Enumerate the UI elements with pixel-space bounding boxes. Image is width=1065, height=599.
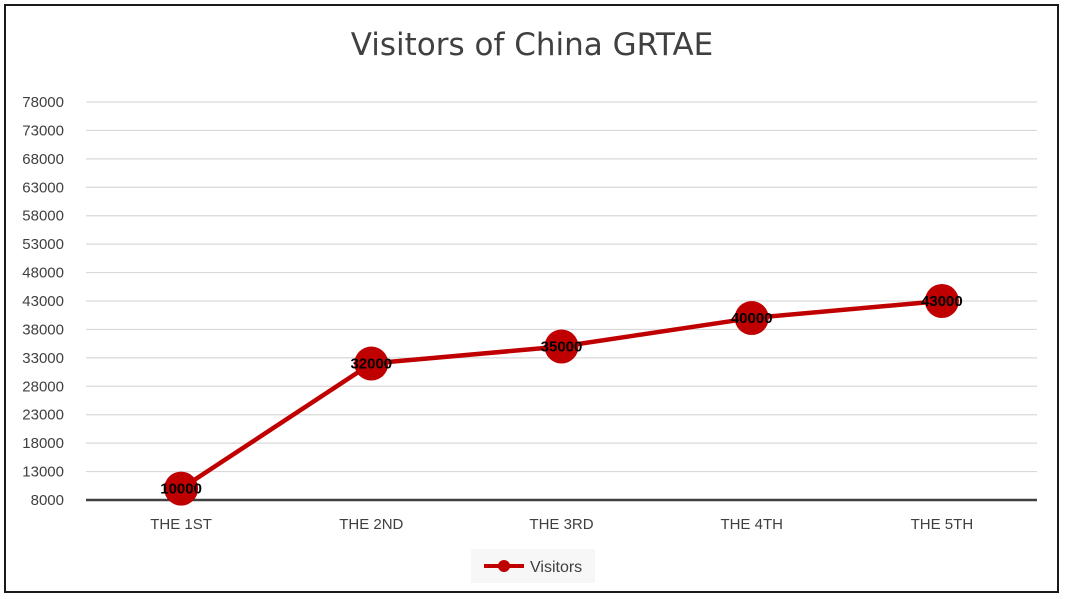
data-label: 10000	[160, 481, 202, 498]
y-tick-label: 78000	[22, 94, 64, 111]
legend-marker-swatch	[498, 560, 510, 572]
y-tick-label: 58000	[22, 208, 64, 225]
x-tick-label: THE 5TH	[911, 516, 974, 533]
y-tick-label: 8000	[31, 492, 64, 509]
y-tick-label: 23000	[22, 407, 64, 424]
y-tick-label: 13000	[22, 464, 64, 481]
y-axis-ticks: 8000 13000 18000 23000 28000 33000 38000 43000 4…	[22, 94, 64, 509]
y-tick-label: 18000	[22, 435, 64, 452]
y-tick-label: 28000	[22, 378, 64, 395]
y-tick-label: 38000	[22, 321, 64, 338]
chart-title: Visitors of China GRTAE	[351, 27, 714, 63]
y-tick-label: 73000	[22, 122, 64, 139]
x-tick-label: THE 1ST	[150, 516, 212, 533]
data-label: 32000	[350, 356, 392, 373]
legend: Visitors	[471, 549, 595, 583]
x-axis-ticks: THE 1ST THE 2ND THE 3RD THE 4TH THE 5TH	[150, 516, 973, 533]
y-tick-label: 63000	[22, 179, 64, 196]
data-point	[544, 329, 579, 364]
data-point	[354, 346, 389, 381]
data-point	[164, 471, 199, 506]
y-tick-label: 68000	[22, 151, 64, 168]
legend-label-visitors: Visitors	[530, 559, 582, 576]
y-tick-label: 33000	[22, 350, 64, 367]
y-tick-label: 48000	[22, 265, 64, 282]
data-point	[924, 284, 959, 318]
data-label: 43000	[921, 293, 963, 310]
data-labels: 10000 32000 35000 40000 43000	[160, 293, 963, 498]
data-point	[734, 301, 769, 336]
x-tick-label: THE 2ND	[339, 516, 403, 533]
data-label: 35000	[541, 338, 583, 355]
x-tick-label: THE 3RD	[529, 516, 593, 533]
y-tick-label: 43000	[22, 293, 64, 310]
gridlines	[86, 101, 1037, 502]
x-tick-label: THE 4TH	[720, 516, 783, 533]
data-label: 40000	[731, 310, 773, 327]
series-visitors	[164, 284, 959, 506]
y-tick-label: 53000	[22, 236, 64, 253]
